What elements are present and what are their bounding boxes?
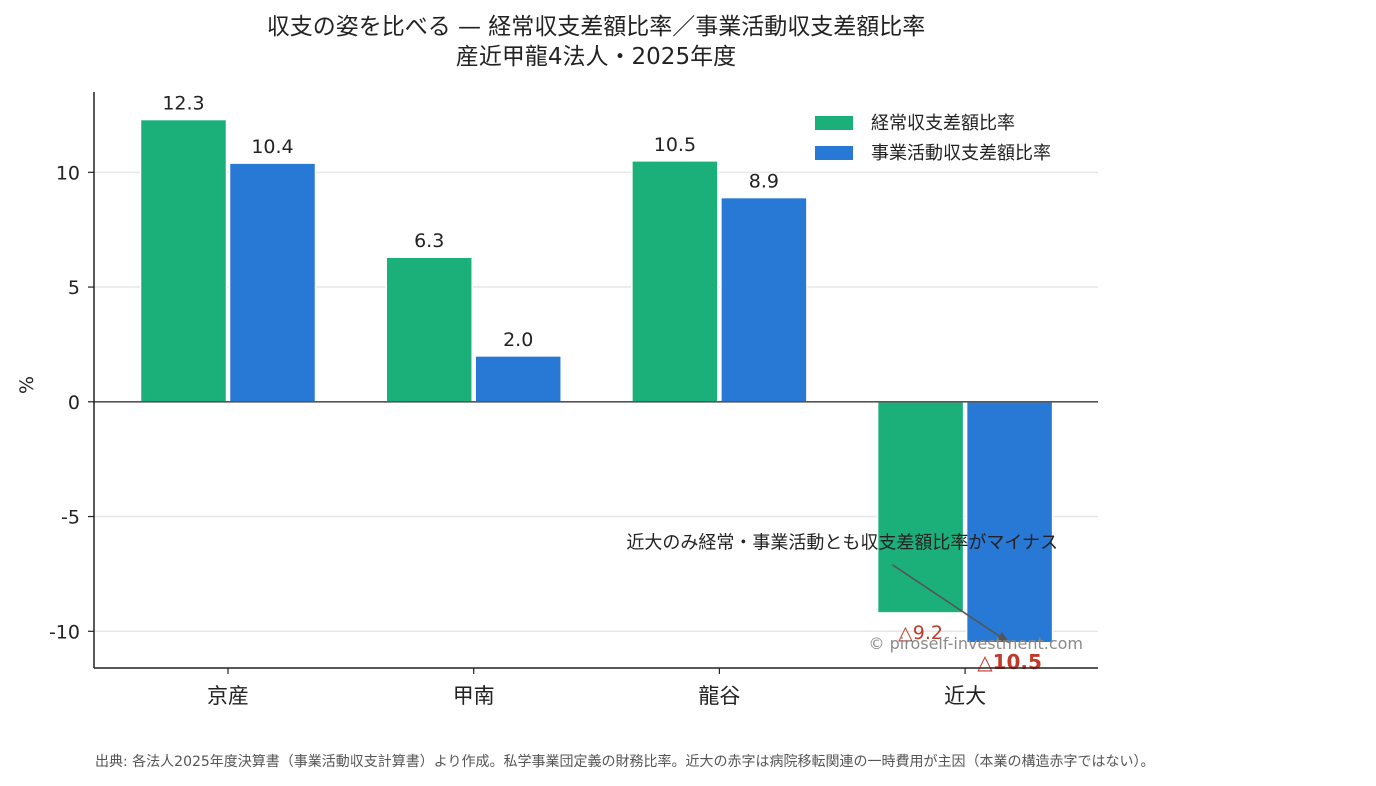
legend: 経常収支差額比率 事業活動収支差額比率 xyxy=(815,113,1051,164)
value-label: 8.9 xyxy=(749,171,779,193)
chart-title: 収支の姿を比べる — 経常収支差額比率／事業活動収支差額比率 xyxy=(267,14,926,40)
x-axis-ticks: 京産 甲南 龍谷 近大 xyxy=(207,668,986,708)
annotation-arrowhead xyxy=(996,631,1010,643)
value-label: 2.0 xyxy=(503,329,533,351)
y-tick-label: -5 xyxy=(61,507,80,529)
y-tick-label: -10 xyxy=(49,621,80,643)
legend-swatch-series-1 xyxy=(815,116,853,130)
legend-label-series-2: 事業活動収支差額比率 xyxy=(871,143,1051,164)
y-tick-label: 5 xyxy=(68,277,80,299)
source-note: 出典: 各法人2025年度決算書（事業活動収支計算書）より作成。私学事業団定義の… xyxy=(95,753,1155,770)
bar-1-1 xyxy=(139,118,228,403)
annotation-text: 近大のみ経常・事業活動とも収支差額比率がマイナス xyxy=(626,533,1058,554)
y-tick-label: 0 xyxy=(68,392,80,414)
value-label: 6.3 xyxy=(414,230,444,252)
value-label: 10.5 xyxy=(654,134,696,156)
bar-2-2 xyxy=(474,355,562,403)
value-label: △10.5 xyxy=(977,650,1042,674)
watermark: © piroself-investment.com xyxy=(869,634,1083,653)
annotation-arrow xyxy=(891,564,1010,644)
bar-2-4 xyxy=(965,401,1054,644)
axes xyxy=(93,92,1098,669)
value-labels: 12.3 6.3 10.5 △9.2 10.4 2.0 8.9 △10.5 xyxy=(162,93,1042,674)
x-tick-label: 近大 xyxy=(944,684,986,708)
y-axis-ticks: -10 -5 0 5 10 xyxy=(49,162,94,643)
x-tick-label: 京産 xyxy=(207,684,249,708)
value-label: 10.4 xyxy=(251,136,293,158)
x-tick-label: 甲南 xyxy=(453,684,495,708)
x-tick-label: 龍谷 xyxy=(698,684,740,708)
value-label: 12.3 xyxy=(162,93,204,115)
value-label: △9.2 xyxy=(898,622,943,644)
bar-2-1 xyxy=(228,162,317,403)
y-tick-label: 10 xyxy=(56,162,80,184)
bars xyxy=(139,118,1054,644)
bar-2-3 xyxy=(720,196,808,403)
bar-1-3 xyxy=(631,160,719,403)
legend-swatch-series-2 xyxy=(815,146,853,160)
y-axis-label: % xyxy=(16,376,38,394)
annotation: 近大のみ経常・事業活動とも収支差額比率がマイナス xyxy=(626,533,1058,644)
bar-1-4 xyxy=(876,401,965,614)
bar-1-2 xyxy=(385,256,473,403)
chart-subtitle: 産近甲龍4法人・2025年度 xyxy=(456,44,736,70)
legend-label-series-1: 経常収支差額比率 xyxy=(871,113,1015,134)
